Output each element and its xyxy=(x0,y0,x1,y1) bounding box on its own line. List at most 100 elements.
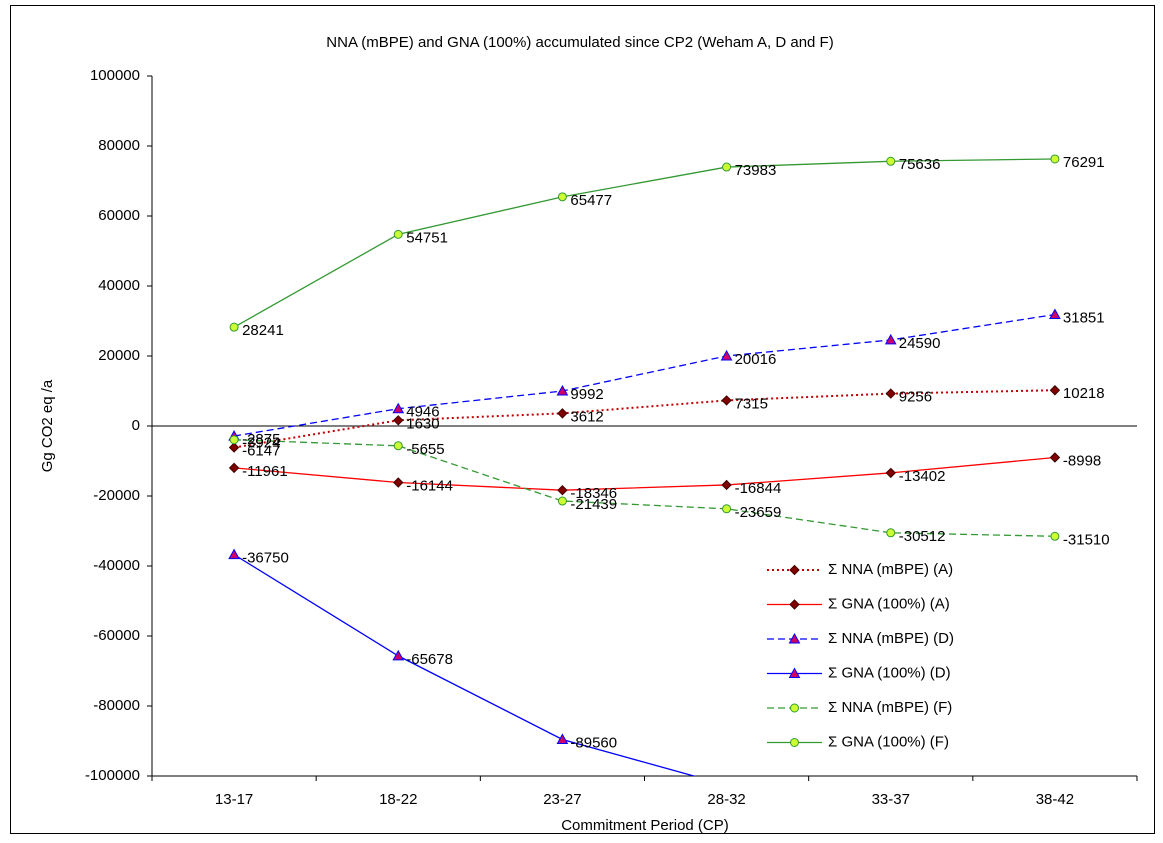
data-label: 20016 xyxy=(735,351,777,368)
legend-marker xyxy=(789,599,800,610)
marker xyxy=(229,435,239,445)
legend-label: Σ GNA (100%) (D) xyxy=(828,664,951,681)
marker xyxy=(228,442,240,453)
chart-border xyxy=(10,5,1155,834)
y-tick-label: 40000 xyxy=(98,277,140,294)
legend-marker xyxy=(788,632,801,644)
data-label: -21439 xyxy=(570,496,617,513)
series-line xyxy=(233,158,1055,328)
series-line xyxy=(233,313,1056,437)
marker xyxy=(722,504,732,514)
marker xyxy=(393,415,404,426)
data-label: -36750 xyxy=(242,550,289,567)
marker xyxy=(1050,531,1060,541)
data-label: -6147 xyxy=(242,442,280,459)
series-line xyxy=(234,439,1055,537)
marker xyxy=(886,156,896,166)
legend-label: Σ NNA (mBPE) (A) xyxy=(828,561,953,578)
x-tick-label: 13-17 xyxy=(215,791,253,808)
legend-marker xyxy=(790,703,799,713)
y-tick-label: 80000 xyxy=(98,137,140,154)
marker xyxy=(721,395,732,406)
marker xyxy=(557,496,567,506)
data-label: 24590 xyxy=(899,335,941,352)
data-label: -13402 xyxy=(899,468,946,485)
marker xyxy=(557,485,568,496)
marker xyxy=(721,479,732,491)
marker xyxy=(229,322,239,332)
data-label: 76291 xyxy=(1063,154,1105,171)
marker xyxy=(228,548,240,560)
marker xyxy=(392,649,405,661)
y-tick-label: 0 xyxy=(132,417,140,434)
marker xyxy=(557,192,567,202)
y-tick-label: -60000 xyxy=(93,627,140,644)
x-axis-title: Commitment Period (CP) xyxy=(561,817,729,834)
data-label: -8998 xyxy=(1063,452,1101,469)
y-tick-label: -80000 xyxy=(93,697,140,714)
data-label: 73983 xyxy=(735,162,777,179)
data-label: -5655 xyxy=(406,441,444,458)
legend-label: Σ NNA (mBPE) (D) xyxy=(828,630,954,647)
marker xyxy=(393,441,403,451)
data-label: -30512 xyxy=(899,528,946,545)
data-label: -23659 xyxy=(735,504,782,521)
marker xyxy=(885,467,896,479)
legend-marker xyxy=(788,667,801,678)
x-tick-label: 18-22 xyxy=(379,791,417,808)
y-tick-label: 100000 xyxy=(90,67,140,84)
data-label: 3612 xyxy=(570,408,603,425)
series-line xyxy=(234,456,1055,491)
legend-label: Σ GNA (100%) (F) xyxy=(828,733,949,750)
data-label: -3924 xyxy=(242,435,280,452)
marker xyxy=(393,477,404,488)
x-tick-label: 33-37 xyxy=(872,791,910,808)
y-tick-label: 60000 xyxy=(98,207,140,224)
chart-title: NNA (mBPE) and GNA (100%) accumulated si… xyxy=(326,34,833,51)
marker xyxy=(228,462,240,474)
legend-marker xyxy=(790,738,799,747)
data-label: 28241 xyxy=(242,322,284,339)
marker xyxy=(1049,385,1061,396)
y-tick-label: -20000 xyxy=(93,487,140,504)
data-label: -65678 xyxy=(406,651,453,668)
data-label: 65477 xyxy=(570,192,612,209)
y-tick-label: -40000 xyxy=(93,557,140,574)
marker xyxy=(1049,452,1061,463)
marker xyxy=(720,349,733,361)
marker xyxy=(884,333,897,345)
legend-label: Σ GNA (100%) (A) xyxy=(828,595,950,612)
marker xyxy=(1050,154,1060,164)
x-tick-label: 38-42 xyxy=(1036,791,1074,808)
data-label: -16844 xyxy=(735,480,782,497)
marker xyxy=(885,388,896,399)
legend-marker xyxy=(789,564,800,576)
data-label: 10218 xyxy=(1063,385,1105,402)
data-label: -18346 xyxy=(570,485,617,502)
marker xyxy=(557,408,568,419)
data-label: 9256 xyxy=(899,389,932,406)
data-label: 9992 xyxy=(570,386,603,403)
data-label: -11961 xyxy=(242,463,288,480)
marker xyxy=(1049,308,1061,320)
data-label: 1630 xyxy=(406,415,439,432)
x-tick-label: 23-27 xyxy=(543,791,581,808)
y-axis-title: Gg CO2 eq /a xyxy=(39,379,56,472)
data-label: -31510 xyxy=(1063,531,1110,548)
marker xyxy=(393,229,403,239)
marker xyxy=(886,528,896,538)
y-tick-label: -100000 xyxy=(85,767,140,784)
data-label: -89560 xyxy=(570,734,617,751)
marker xyxy=(556,733,569,744)
marker xyxy=(722,162,732,172)
marker xyxy=(392,402,405,414)
data-label: -2875 xyxy=(242,431,280,448)
legend-label: Σ NNA (mBPE) (F) xyxy=(828,699,952,716)
series-line xyxy=(233,554,697,776)
data-label: 31851 xyxy=(1063,309,1105,326)
data-label: 4946 xyxy=(406,404,439,421)
data-label: 7315 xyxy=(735,395,768,412)
data-label: -16144 xyxy=(406,477,453,494)
